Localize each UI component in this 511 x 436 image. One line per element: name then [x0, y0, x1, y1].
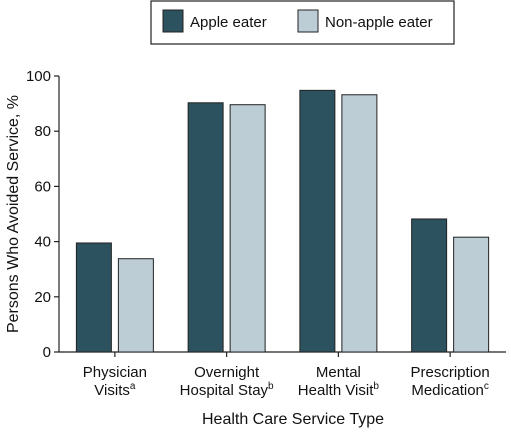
legend-label-apple-eater: Apple eater [190, 14, 267, 31]
x-axis-title: Health Care Service Type [202, 411, 384, 428]
category-label: Health Visitb [298, 381, 380, 399]
bar-apple-eater [299, 89, 336, 353]
footnote-marker: c [484, 381, 489, 392]
bar-apple-eater [411, 218, 448, 353]
y-tick-label: 20 [34, 289, 51, 306]
y-tick-label: 60 [34, 178, 51, 195]
bar-non-apple-eater [117, 258, 154, 353]
bar-non-apple-eater [453, 236, 490, 353]
footnote-marker: a [130, 381, 136, 392]
footnote-marker: b [268, 381, 274, 392]
y-tick-label: 0 [43, 344, 51, 361]
y-tick-label: 40 [34, 234, 51, 251]
legend-swatch-non-apple-eater [297, 9, 319, 33]
category-label: Physician [83, 364, 147, 381]
legend: Apple eater Non-apple eater [150, 0, 455, 45]
bars [75, 89, 490, 353]
category-label: Prescription [411, 364, 490, 381]
y-axis-title: Persons Who Avoided Service, % [5, 95, 22, 333]
y-tick-label: 100 [26, 68, 51, 85]
bar-non-apple-eater [341, 94, 378, 353]
category-label: Hospital Stayb [180, 381, 274, 399]
category-label: Mental [316, 364, 361, 381]
bar-apple-eater [187, 102, 224, 353]
category-label: Overnight [194, 364, 260, 381]
category-label: Visitsa [94, 381, 136, 399]
legend-swatch-apple-eater [162, 9, 184, 33]
category-label: Medicationc [411, 381, 489, 399]
legend-label-non-apple-eater: Non-apple eater [325, 14, 433, 31]
bar-non-apple-eater [229, 104, 266, 353]
footnote-marker: b [373, 381, 379, 392]
bar-apple-eater [75, 242, 112, 353]
y-tick-label: 80 [34, 123, 51, 140]
